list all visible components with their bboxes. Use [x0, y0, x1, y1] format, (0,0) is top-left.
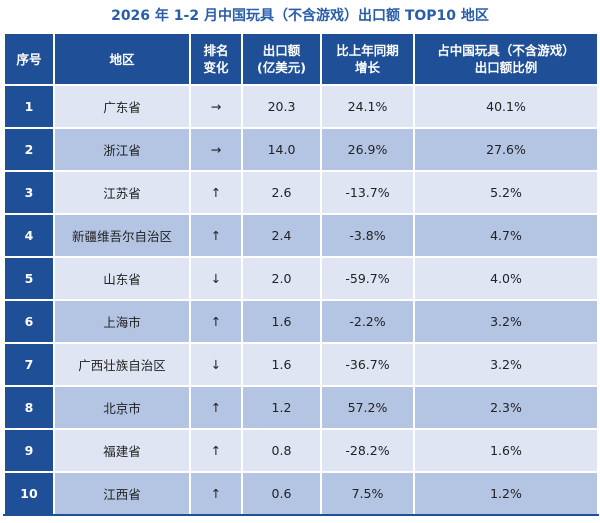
- table-row: 3 江苏省 ↑ 2.6 -13.7% 5.2%: [3, 170, 599, 215]
- header-region-label: 地区: [109, 51, 135, 67]
- table-row: 1 广东省 → 20.3 24.1% 40.1%: [3, 84, 599, 129]
- rank-change-cell: ↑: [189, 471, 243, 516]
- rank-change-cell: ↑: [189, 428, 243, 473]
- header-export-label: 出口额 (亿美元): [257, 43, 306, 75]
- rank-cell: 10: [3, 471, 55, 516]
- yoy-growth-cell: 26.9%: [320, 127, 415, 172]
- export-value-cell: 2.6: [241, 170, 322, 215]
- rank-cell: 4: [3, 213, 55, 258]
- header-yoy: 比上年同期 增长: [320, 32, 415, 86]
- rank-change-cell: ↑: [189, 170, 243, 215]
- share-cell: 3.2%: [413, 342, 599, 387]
- region-cell: 浙江省: [53, 127, 191, 172]
- region-cell: 江苏省: [53, 170, 191, 215]
- share-cell: 40.1%: [413, 84, 599, 129]
- table-title: 2026 年 1-2 月中国玩具（不含游戏）出口额 TOP10 地区: [111, 8, 489, 24]
- share-cell: 3.2%: [413, 299, 599, 344]
- share-cell: 5.2%: [413, 170, 599, 215]
- header-change-label: 排名 变化: [203, 43, 229, 75]
- table-row: 9 福建省 ↑ 0.8 -28.2% 1.6%: [3, 428, 599, 473]
- rank-change-cell: ↑: [189, 299, 243, 344]
- table-row: 10 江西省 ↑ 0.6 7.5% 1.2%: [3, 471, 599, 516]
- header-export: 出口额 (亿美元): [241, 32, 322, 86]
- share-cell: 4.7%: [413, 213, 599, 258]
- yoy-growth-cell: 24.1%: [320, 84, 415, 129]
- yoy-growth-cell: -3.8%: [320, 213, 415, 258]
- export-value-cell: 1.6: [241, 342, 322, 387]
- export-value-cell: 20.3: [241, 84, 322, 129]
- header-region: 地区: [53, 32, 191, 86]
- header-share-label: 占中国玩具（不含游戏） 出口额比例: [437, 43, 575, 75]
- yoy-growth-cell: -28.2%: [320, 428, 415, 473]
- table-row: 7 广西壮族自治区 ↓ 1.6 -36.7% 3.2%: [3, 342, 599, 387]
- export-value-cell: 0.6: [241, 471, 322, 516]
- rank-cell: 6: [3, 299, 55, 344]
- yoy-growth-cell: 57.2%: [320, 385, 415, 430]
- region-cell: 山东省: [53, 256, 191, 301]
- table-row: 4 新疆维吾尔自治区 ↑ 2.4 -3.8% 4.7%: [3, 213, 599, 258]
- rank-change-cell: ↓: [189, 342, 243, 387]
- rank-cell: 9: [3, 428, 55, 473]
- rank-cell: 3: [3, 170, 55, 215]
- yoy-growth-cell: -2.2%: [320, 299, 415, 344]
- header-share: 占中国玩具（不含游戏） 出口额比例: [413, 32, 599, 86]
- export-value-cell: 1.2: [241, 385, 322, 430]
- share-cell: 2.3%: [413, 385, 599, 430]
- export-value-cell: 2.0: [241, 256, 322, 301]
- rank-change-cell: →: [189, 127, 243, 172]
- export-ranking-table: 序号 地区 排名 变化 出口额 (亿美元) 比上年同期 增长 占中国玩具（不含游…: [3, 32, 599, 516]
- rank-cell: 7: [3, 342, 55, 387]
- rank-cell: 2: [3, 127, 55, 172]
- region-cell: 江西省: [53, 471, 191, 516]
- share-cell: 1.6%: [413, 428, 599, 473]
- header-rank: 序号: [3, 32, 55, 86]
- region-cell: 福建省: [53, 428, 191, 473]
- export-value-cell: 2.4: [241, 213, 322, 258]
- share-cell: 4.0%: [413, 256, 599, 301]
- export-value-cell: 0.8: [241, 428, 322, 473]
- table-row: 6 上海市 ↑ 1.6 -2.2% 3.2%: [3, 299, 599, 344]
- yoy-growth-cell: 7.5%: [320, 471, 415, 516]
- rank-cell: 5: [3, 256, 55, 301]
- yoy-growth-cell: -36.7%: [320, 342, 415, 387]
- region-cell: 上海市: [53, 299, 191, 344]
- rank-cell: 1: [3, 84, 55, 129]
- header-row: 序号 地区 排名 变化 出口额 (亿美元) 比上年同期 增长 占中国玩具（不含游…: [3, 32, 599, 86]
- region-cell: 新疆维吾尔自治区: [53, 213, 191, 258]
- yoy-growth-cell: -59.7%: [320, 256, 415, 301]
- share-cell: 1.2%: [413, 471, 599, 516]
- rank-cell: 8: [3, 385, 55, 430]
- rank-change-cell: →: [189, 84, 243, 129]
- table-row: 5 山东省 ↓ 2.0 -59.7% 4.0%: [3, 256, 599, 301]
- table-row: 8 北京市 ↑ 1.2 57.2% 2.3%: [3, 385, 599, 430]
- header-change: 排名 变化: [189, 32, 243, 86]
- region-cell: 广东省: [53, 84, 191, 129]
- rank-change-cell: ↓: [189, 256, 243, 301]
- yoy-growth-cell: -13.7%: [320, 170, 415, 215]
- region-cell: 北京市: [53, 385, 191, 430]
- rank-change-cell: ↑: [189, 213, 243, 258]
- export-value-cell: 14.0: [241, 127, 322, 172]
- region-cell: 广西壮族自治区: [53, 342, 191, 387]
- export-value-cell: 1.6: [241, 299, 322, 344]
- table-row: 2 浙江省 → 14.0 26.9% 27.6%: [3, 127, 599, 172]
- rank-change-cell: ↑: [189, 385, 243, 430]
- header-rank-label: 序号: [16, 51, 42, 67]
- share-cell: 27.6%: [413, 127, 599, 172]
- header-yoy-label: 比上年同期 增长: [336, 43, 399, 75]
